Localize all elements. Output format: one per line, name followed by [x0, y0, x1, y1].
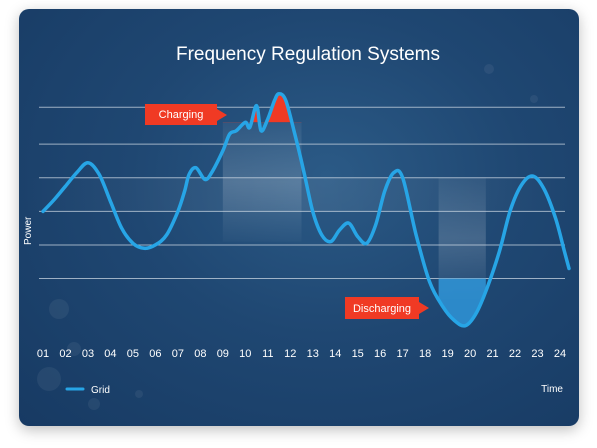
x-tick-label: 10	[239, 348, 251, 360]
x-tick-label: 21	[486, 348, 498, 360]
decor-dot	[88, 398, 100, 410]
decor-dot	[49, 299, 69, 319]
x-tick-label: 18	[419, 348, 431, 360]
x-tick-label: 19	[441, 348, 453, 360]
x-tick-label: 20	[464, 348, 476, 360]
x-tick-label: 15	[352, 348, 364, 360]
x-tick-label: 22	[509, 348, 521, 360]
x-tick-label: 16	[374, 348, 386, 360]
series-line-grid	[41, 92, 571, 328]
callout-discharging: Discharging	[345, 297, 429, 319]
decor-dot	[37, 367, 61, 391]
decor-dot	[530, 95, 538, 103]
x-tick-label: 24	[554, 348, 566, 360]
x-tick-label: 13	[307, 348, 319, 360]
x-tick-label: 23	[531, 348, 543, 360]
decor-dot	[67, 342, 81, 356]
x-axis-label: Time	[541, 384, 563, 395]
x-tick-label: 04	[104, 348, 116, 360]
decor-dot	[135, 390, 143, 398]
x-tick-label: 08	[194, 348, 206, 360]
x-tick-label: 09	[217, 348, 229, 360]
chart-title: Frequency Regulation Systems	[176, 44, 440, 65]
x-tick-label: 02	[59, 348, 71, 360]
decor-dot	[484, 64, 494, 74]
callout-charging: Charging	[145, 104, 227, 125]
x-tick-label: 05	[127, 348, 139, 360]
callout-discharging-pointer	[419, 302, 429, 314]
frequency-regulation-chart: Frequency Regulation Systems 01 02 03 04 05 0…	[19, 44, 579, 410]
y-axis-label: Power	[23, 216, 34, 245]
x-axis-ticks: 01 02 03 04 05 06 07 08 09 10 11 12 13 14 15 16 17 18 19 20…	[37, 348, 566, 360]
x-tick-label: 17	[397, 348, 409, 360]
background-decoration	[37, 64, 538, 410]
callout-charging-pointer	[217, 109, 227, 121]
x-tick-label: 11	[262, 348, 273, 360]
legend: Grid	[65, 385, 110, 396]
x-tick-label: 07	[172, 348, 184, 360]
charging-fill	[222, 93, 302, 123]
x-tick-label: 12	[284, 348, 296, 360]
callout-discharging-box	[345, 297, 419, 319]
callout-charging-label: Charging	[159, 109, 204, 121]
x-tick-label: 01	[37, 348, 49, 360]
x-tick-label: 03	[82, 348, 94, 360]
legend-label-grid: Grid	[91, 385, 110, 396]
x-tick-label: 14	[329, 348, 341, 360]
charging-window	[222, 122, 302, 242]
chart-card: Frequency Regulation Systems 01 02 03 04 05 0…	[19, 9, 579, 426]
x-tick-label: 06	[149, 348, 161, 360]
callout-charging-box	[145, 104, 217, 125]
callout-discharging-label: Discharging	[353, 303, 411, 315]
